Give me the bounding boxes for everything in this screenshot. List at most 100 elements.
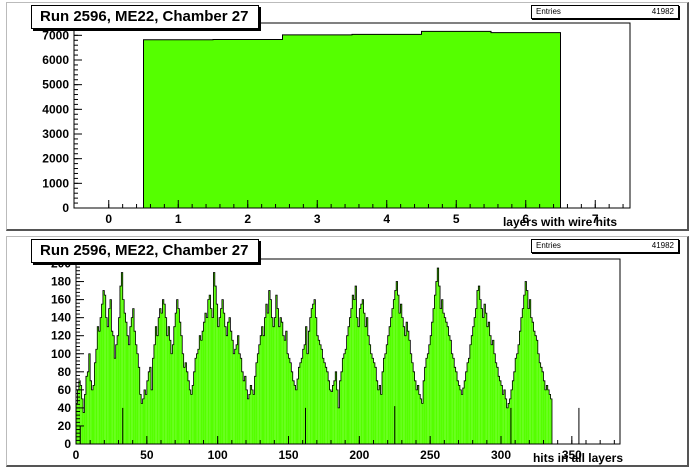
histogram-bar (503, 389, 506, 444)
histogram-bar (549, 394, 551, 444)
histogram-bar (523, 295, 526, 444)
histogram-bar (128, 344, 130, 444)
histogram-bar (400, 304, 402, 444)
histogram-bar (471, 335, 473, 444)
histogram-bar (339, 380, 341, 444)
histogram-bar (410, 353, 412, 444)
histogram-bar (185, 362, 187, 444)
histogram-bar (189, 389, 191, 444)
histogram-bar (223, 313, 225, 444)
histogram-bar (122, 299, 125, 444)
histogram-bar (292, 380, 295, 444)
histogram-bar (472, 326, 475, 444)
histogram-bar (153, 344, 156, 444)
histogram-bar (251, 389, 254, 444)
histogram-bar (311, 308, 313, 444)
y-tick-label: 120 (51, 329, 71, 343)
histogram-bar (104, 295, 106, 444)
histogram-bar (427, 353, 429, 444)
histogram-bar (182, 353, 184, 444)
histogram-bar (254, 376, 256, 444)
histogram-bar (193, 371, 195, 444)
histogram-bar (421, 31, 491, 208)
histogram-bar (322, 358, 324, 444)
histogram-bar (529, 299, 531, 444)
histogram-bar (98, 331, 101, 444)
plot-frame (75, 258, 621, 445)
histogram-bar (376, 380, 378, 444)
histogram-bar (178, 308, 180, 444)
histogram-bar (321, 349, 323, 444)
x-tick-label: 7 (592, 212, 599, 226)
histogram-bar (278, 326, 280, 444)
histogram-bar (145, 394, 147, 444)
histogram-bar (159, 308, 161, 444)
histogram-pad-layers: 0 1000 2000 3000 4000 5000 6000 7000 0 1 2 3 4 5 6 7 Ru… (6, 2, 689, 231)
histogram-bar (408, 340, 411, 444)
histogram-bar (132, 308, 135, 444)
histogram-bar (318, 340, 320, 444)
histogram-bar (491, 32, 561, 209)
y-tick-label: 4000 (42, 102, 69, 116)
histogram-bar (459, 389, 462, 444)
histogram-bar (362, 299, 364, 444)
histogram-bar (135, 344, 137, 444)
histogram-bar (522, 308, 524, 444)
x-tick-label: 3 (314, 212, 321, 226)
histogram-bar (243, 380, 245, 444)
histogram-bar (499, 380, 501, 444)
histogram-bar (335, 371, 337, 444)
x-tick-label: 6 (522, 212, 529, 226)
histogram-bar (441, 299, 443, 444)
histogram-bar (299, 362, 302, 444)
histogram-bar (143, 39, 213, 209)
histogram-bar (216, 304, 218, 444)
histogram-bar (425, 358, 428, 444)
histogram-bar (158, 317, 160, 444)
histogram-bar (108, 308, 110, 444)
histogram-bar (169, 340, 171, 444)
histogram-bar (404, 335, 407, 444)
x-tick-label: 350 (562, 448, 582, 462)
histogram-bar (461, 394, 463, 444)
histogram-bar (118, 317, 120, 444)
histogram-bar (379, 385, 381, 444)
histogram-bar (78, 380, 81, 444)
chart-layers: 0 1000 2000 3000 4000 5000 6000 7000 0 1 2 3 4 5 6 7 (42, 22, 631, 226)
histogram-bar (363, 313, 365, 444)
histogram-bar (486, 326, 489, 444)
histogram-bar (508, 403, 510, 444)
histogram-bar (413, 371, 415, 444)
histogram-bar (280, 317, 282, 444)
histogram-bar (220, 308, 222, 444)
histogram-bar (333, 380, 336, 444)
histogram-bar (139, 394, 142, 444)
histogram-bar (421, 403, 424, 444)
histogram-bar (274, 317, 276, 444)
histogram-bar (183, 367, 186, 444)
histogram-bar (163, 304, 166, 444)
histogram-bar (394, 290, 397, 444)
histogram-bar (268, 290, 271, 444)
histogram-bar (236, 344, 238, 444)
histogram-bar (389, 326, 391, 444)
histogram-bar (129, 326, 132, 444)
histogram-bar (505, 398, 507, 444)
histogram-bar (370, 353, 373, 444)
histogram-bar (374, 367, 377, 444)
histogram-bar (495, 362, 497, 444)
histogram-bar (282, 335, 285, 444)
histogram-bar (312, 304, 314, 444)
histogram-bar (428, 344, 431, 444)
histogram-bar (342, 358, 344, 444)
histogram-bar (433, 308, 435, 444)
histogram-bar (234, 349, 237, 444)
histogram-bar (391, 308, 394, 444)
histogram-bar (532, 322, 534, 444)
histogram-bar (180, 335, 183, 444)
histogram-bar (221, 299, 224, 444)
histogram-bar (297, 379, 299, 444)
histogram-bar (373, 362, 375, 444)
histogram-bar (407, 331, 409, 444)
histogram-bar (148, 371, 150, 444)
